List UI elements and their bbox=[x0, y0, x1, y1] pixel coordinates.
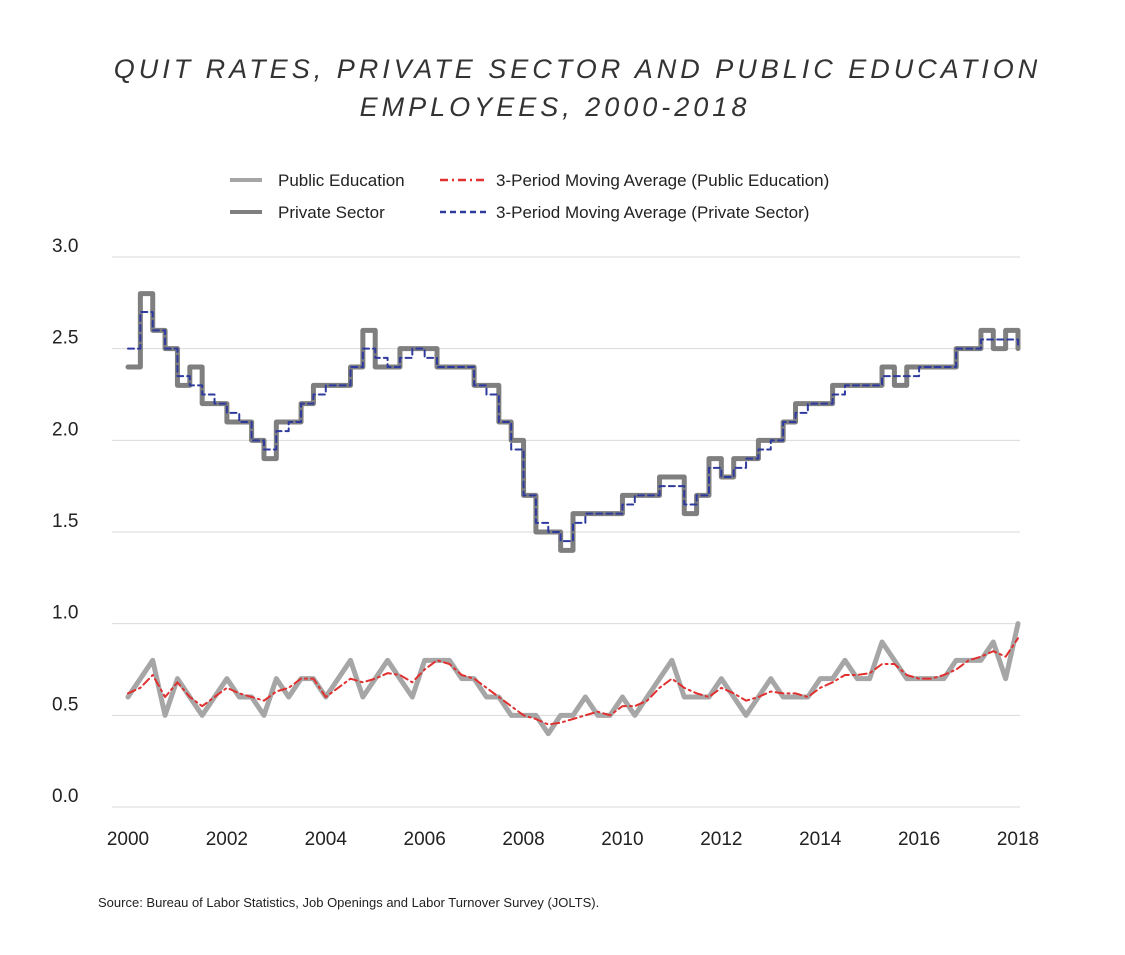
chart-series bbox=[125, 291, 1021, 737]
chart-legend: Public Education 3-Period Moving Average… bbox=[230, 171, 829, 222]
x-tick-label: 2014 bbox=[799, 829, 842, 850]
x-tick-label: 2002 bbox=[206, 829, 248, 850]
x-tick-label: 2012 bbox=[700, 829, 742, 850]
x-tick-label: 2010 bbox=[601, 829, 643, 850]
x-tick-label: 2004 bbox=[305, 829, 348, 850]
chart-title-line-2: EMPLOYEES, 2000-2018 bbox=[359, 92, 751, 122]
y-tick-label: 1.5 bbox=[52, 511, 78, 532]
x-tick-label: 2018 bbox=[997, 829, 1039, 850]
source-note: Source: Bureau of Labor Statistics, Job … bbox=[98, 895, 600, 910]
y-axis-ticks: 0.0 0.5 1.0 1.5 2.0 2.5 3.0 bbox=[52, 236, 78, 807]
y-tick-label: 2.5 bbox=[52, 328, 78, 349]
y-tick-label: 2.0 bbox=[52, 419, 78, 440]
x-axis-ticks: 2000 2002 2004 2006 2008 2010 2012 2014 2016 2018 bbox=[107, 829, 1039, 850]
series-line-public-education bbox=[125, 621, 1021, 737]
chart-title: QUIT RATES, PRIVATE SECTOR AND PUBLIC ED… bbox=[0, 50, 1125, 126]
x-tick-label: 2016 bbox=[898, 829, 940, 850]
y-tick-label: 1.0 bbox=[52, 603, 78, 624]
y-tick-label: 0.5 bbox=[52, 694, 78, 715]
series-line-private-sector bbox=[125, 291, 1021, 553]
legend-label-ma-private-sector: 3-Period Moving Average (Private Sector) bbox=[496, 203, 809, 222]
x-tick-label: 2000 bbox=[107, 829, 149, 850]
series-line-3-period-moving-average-public-education bbox=[127, 637, 1019, 726]
chart-gridlines bbox=[112, 256, 1020, 808]
x-tick-label: 2008 bbox=[502, 829, 544, 850]
legend-label-private-sector: Private Sector bbox=[278, 203, 385, 222]
series-line-3-period-moving-average-private-sector bbox=[127, 311, 1019, 543]
x-tick-label: 2006 bbox=[404, 829, 446, 850]
legend-label-public-education: Public Education bbox=[278, 171, 405, 190]
y-tick-label: 3.0 bbox=[52, 236, 78, 257]
quit-rates-chart: Public Education 3-Period Moving Average… bbox=[52, 171, 1039, 850]
y-tick-label: 0.0 bbox=[52, 786, 78, 807]
chart-title-line-1: QUIT RATES, PRIVATE SECTOR AND PUBLIC ED… bbox=[113, 54, 1042, 84]
legend-label-ma-public-education: 3-Period Moving Average (Public Educatio… bbox=[496, 171, 829, 190]
